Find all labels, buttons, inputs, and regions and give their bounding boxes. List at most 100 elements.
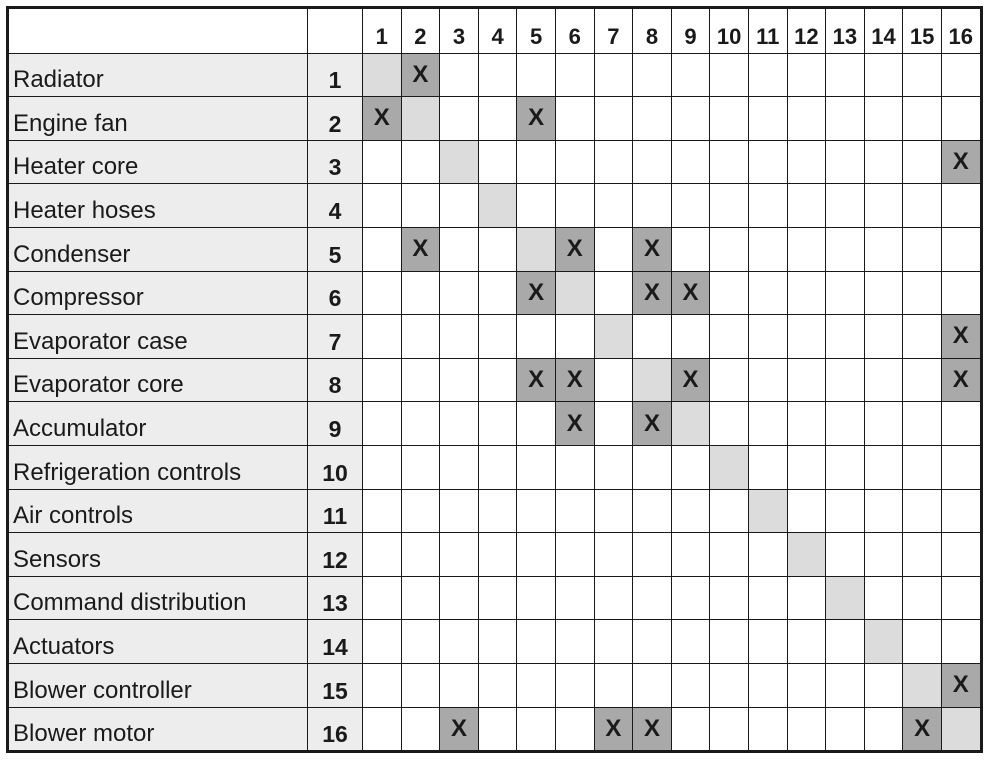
matrix-cell [747, 183, 788, 228]
row-label: Refrigeration controls [7, 444, 308, 490]
matrix-cell [477, 662, 518, 708]
row-number: 1 [307, 52, 363, 98]
matrix-cell [632, 314, 672, 359]
matrix-cell [825, 139, 865, 185]
matrix-cell [940, 575, 982, 621]
matrix-cell [786, 270, 827, 316]
matrix-cell [863, 444, 904, 490]
row-number: 14 [307, 619, 363, 664]
interaction-mark: X [362, 96, 402, 141]
matrix-cell [516, 706, 556, 753]
matrix-cell [400, 357, 441, 403]
matrix-cell [902, 139, 942, 185]
matrix-cell [670, 532, 711, 577]
matrix-cell [863, 139, 904, 185]
matrix-cell [863, 706, 904, 753]
matrix-cell [670, 619, 711, 664]
matrix-cell [709, 139, 749, 185]
matrix-row: Engine fan 2 X X [7, 96, 982, 141]
diagonal-cell [902, 662, 942, 708]
matrix-cell [593, 226, 634, 272]
matrix-cell [747, 401, 788, 446]
matrix-cell [863, 226, 904, 272]
matrix-cell [362, 401, 402, 446]
row-label: Heater core [7, 139, 308, 185]
matrix-cell [670, 139, 711, 185]
matrix-cell [709, 52, 749, 98]
matrix-cell [670, 226, 711, 272]
row-number: 9 [307, 401, 363, 446]
column-header: 10 [709, 7, 749, 54]
interaction-mark: X [940, 139, 982, 185]
matrix-cell [554, 532, 595, 577]
matrix-cell [825, 314, 865, 359]
matrix-cell [516, 52, 556, 98]
matrix-cell [747, 314, 788, 359]
matrix-cell [477, 575, 518, 621]
matrix-row: Heater core 3 X [7, 139, 982, 185]
matrix-cell [516, 488, 556, 534]
matrix-cell [709, 706, 749, 753]
matrix-cell [516, 183, 556, 228]
column-header: 13 [825, 7, 865, 54]
matrix-cell [940, 619, 982, 664]
matrix-row: Sensors 12 [7, 532, 982, 577]
matrix-cell [439, 401, 479, 446]
row-label: Evaporator case [7, 314, 308, 359]
matrix-cell [825, 270, 865, 316]
matrix-cell [362, 314, 402, 359]
matrix-cell [593, 488, 634, 534]
diagonal-cell [940, 706, 982, 753]
matrix-cell [786, 575, 827, 621]
row-label: Radiator [7, 52, 308, 98]
matrix-cell [400, 444, 441, 490]
matrix-cell [709, 619, 749, 664]
matrix-cell [593, 183, 634, 228]
matrix-cell [593, 444, 634, 490]
matrix-cell [825, 444, 865, 490]
matrix-cell [516, 314, 556, 359]
matrix-cell [554, 575, 595, 621]
row-label: Accumulator [7, 401, 308, 446]
diagonal-cell [554, 270, 595, 316]
matrix-cell [362, 619, 402, 664]
matrix-cell [400, 314, 441, 359]
matrix-cell [632, 488, 672, 534]
matrix-cell [786, 139, 827, 185]
column-header: 1 [362, 7, 402, 54]
matrix-cell [439, 96, 479, 141]
diagonal-cell [516, 226, 556, 272]
interaction-mark: X [400, 226, 441, 272]
matrix-cell [902, 488, 942, 534]
matrix-cell [670, 183, 711, 228]
row-number: 4 [307, 183, 363, 228]
matrix-cell [709, 662, 749, 708]
matrix-cell [477, 488, 518, 534]
matrix-cell [747, 52, 788, 98]
matrix-cell [477, 270, 518, 316]
matrix-cell [439, 444, 479, 490]
diagonal-cell [632, 357, 672, 403]
matrix-cell [786, 314, 827, 359]
matrix-cell [554, 662, 595, 708]
interaction-mark: X [632, 270, 672, 316]
matrix-cell [747, 96, 788, 141]
matrix-cell [709, 401, 749, 446]
interaction-mark: X [593, 706, 634, 753]
row-number: 15 [307, 662, 363, 708]
matrix-cell [516, 662, 556, 708]
matrix-cell [400, 532, 441, 577]
matrix-cell [439, 270, 479, 316]
matrix-cell [554, 444, 595, 490]
matrix-cell [670, 444, 711, 490]
matrix-cell [439, 183, 479, 228]
row-number: 7 [307, 314, 363, 359]
matrix-cell [593, 532, 634, 577]
matrix-cell [863, 401, 904, 446]
matrix-cell [439, 488, 479, 534]
matrix-cell [902, 401, 942, 446]
row-label: Actuators [7, 619, 308, 664]
matrix-cell [747, 575, 788, 621]
matrix-cell [863, 96, 904, 141]
matrix-cell [593, 575, 634, 621]
